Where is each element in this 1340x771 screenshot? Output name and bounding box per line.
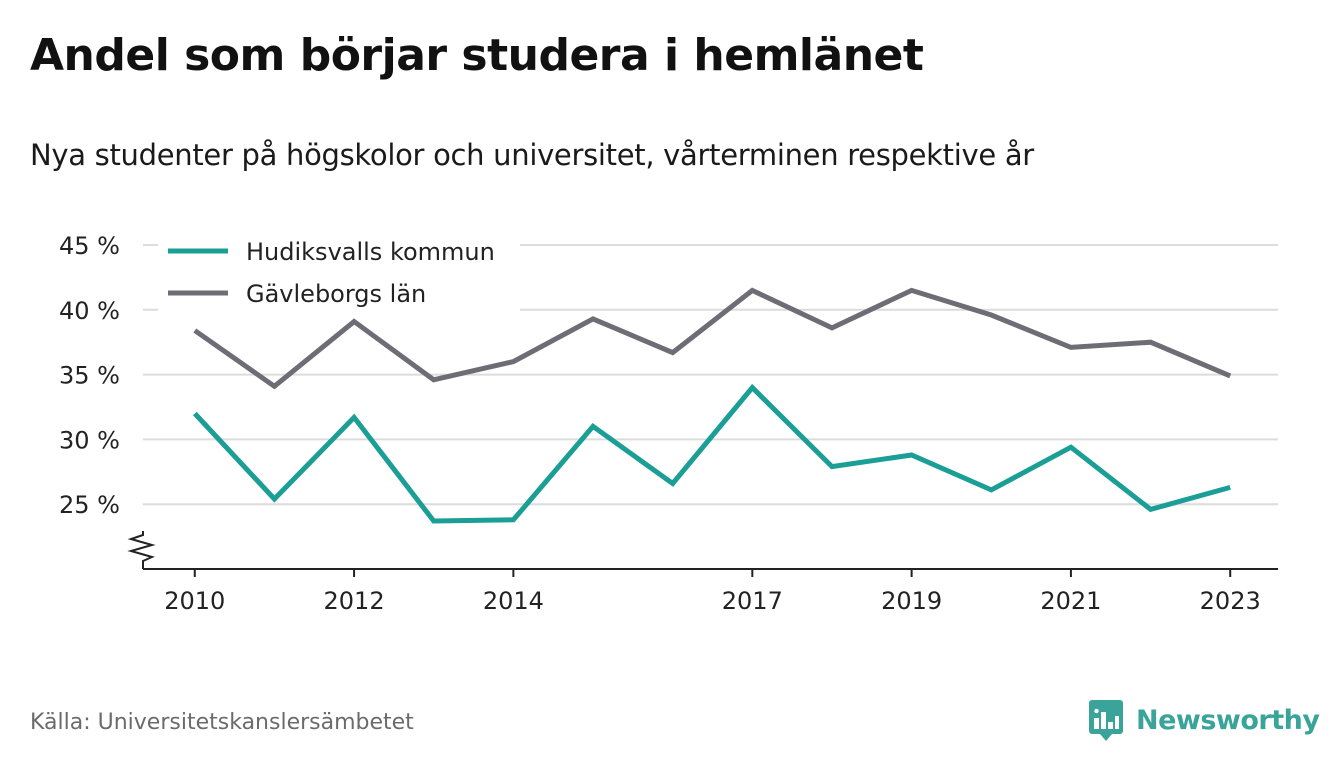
x-tick-label: 2014 xyxy=(483,587,544,615)
legend-background xyxy=(158,228,520,312)
source-note: Källa: Universitetskanslersämbetet xyxy=(30,710,414,735)
brand-logo[interactable]: Newsworthy xyxy=(1088,698,1320,742)
series-line-1 xyxy=(193,287,1232,390)
x-tick-label: 2023 xyxy=(1200,587,1261,615)
legend-label: Hudiksvalls kommun xyxy=(246,238,495,266)
y-axis-break-icon xyxy=(127,531,156,569)
brand-name: Newsworthy xyxy=(1136,704,1320,736)
y-tick-label: 35 % xyxy=(59,362,120,390)
x-tick-labels: 2010 2012 2014 2017 2019 2021 2023 xyxy=(164,587,1261,615)
y-tick-label: 40 % xyxy=(59,297,120,325)
line-chart: 25 %30 %35 %40 %45 % 2010 2012 2014 2017 201… xyxy=(59,228,1278,615)
chart-title: Andel som börjar studera i hemlänet xyxy=(30,30,924,81)
y-tick-label: 45 % xyxy=(59,232,120,260)
y-tick-label: 30 % xyxy=(59,426,120,454)
legend: Hudiksvalls kommun Gävleborgs län xyxy=(158,228,520,312)
x-tick-label: 2019 xyxy=(881,587,942,615)
series-lines xyxy=(192,287,1232,524)
y-tick-label: 25 % xyxy=(59,491,120,519)
legend-label: Gävleborgs län xyxy=(246,280,426,308)
x-tick-label: 2021 xyxy=(1040,587,1101,615)
chart-subtitle: Nya studenter på högskolor och universit… xyxy=(30,138,1034,172)
newsworthy-bar-chart-icon xyxy=(1089,700,1123,741)
x-tick-label: 2012 xyxy=(324,587,385,615)
y-tick-labels: 25 % 30 % 35 % 40 % 45 % xyxy=(59,232,120,519)
series-line-0 xyxy=(192,383,1231,524)
x-tick-label: 2017 xyxy=(722,587,783,615)
x-tick-label: 2010 xyxy=(164,587,225,615)
axes xyxy=(127,531,1278,577)
